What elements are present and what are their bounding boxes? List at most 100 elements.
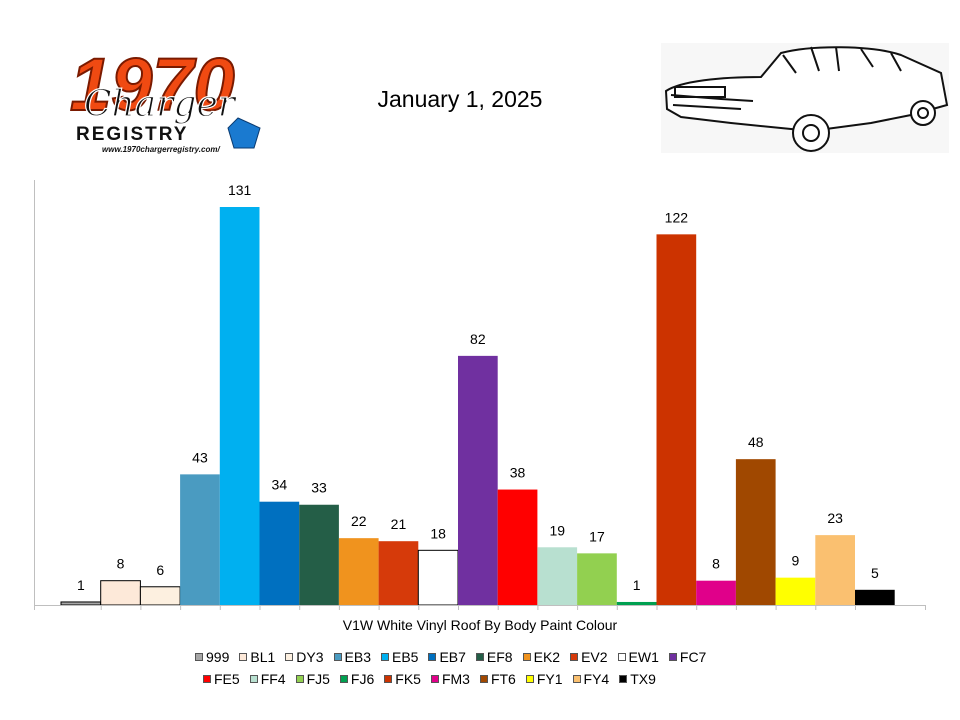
legend-item-DY3: DY3 [285, 649, 324, 665]
legend-item-FK5: FK5 [384, 671, 421, 687]
data-label-FF4: 19 [549, 522, 565, 538]
legend-row: 999 BL1 DY3 EB3 EB5 EB7 EF8 EK2 EV2 EW1 FC7 [195, 646, 775, 668]
legend-swatch [475, 653, 484, 661]
x-axis-title: V1W White Vinyl Roof By Body Paint Colou… [343, 617, 618, 633]
bar-FF4 [537, 547, 578, 605]
legend-swatch [428, 653, 437, 661]
legend-label: EB7 [439, 649, 466, 665]
legend-label: EW1 [628, 649, 659, 665]
legend-item-FM3: FM3 [430, 671, 470, 687]
legend-item-TX9: TX9 [619, 671, 656, 687]
legend-label: EB3 [344, 649, 371, 665]
bar-EB3 [180, 474, 220, 605]
bar-EK2 [338, 538, 379, 605]
legend-swatch [380, 653, 389, 661]
bar-TX9 [855, 589, 895, 605]
legend-label: BL1 [250, 649, 276, 665]
bar-FE5 [497, 489, 538, 605]
legend-label: 999 [206, 649, 230, 665]
legend-item-FY4: FY4 [572, 671, 610, 687]
legend-swatch [333, 653, 342, 661]
legend-item-EB3: EB3 [333, 649, 371, 665]
data-label-FM3: 8 [712, 556, 720, 572]
legend-swatch [239, 653, 248, 661]
legend-item-FE5: FE5 [203, 671, 240, 687]
legend-label: FE5 [214, 671, 240, 687]
data-label-EB5: 131 [228, 182, 252, 198]
pentastar-icon [227, 117, 261, 149]
data-label-EB7: 34 [272, 477, 288, 493]
bar-FJ6 [616, 601, 657, 605]
data-label-EK2: 22 [351, 513, 367, 529]
data-label-DY3: 6 [156, 562, 164, 578]
legend-label: FK5 [395, 671, 421, 687]
legend-label: FJ5 [306, 671, 330, 687]
legend-label: FY4 [583, 671, 610, 687]
car-sketch-icon [661, 43, 949, 153]
legend-swatch [430, 675, 439, 683]
logo-script: Charger [84, 84, 237, 125]
chart-legend: 999 BL1 DY3 EB3 EB5 EB7 EF8 EK2 EV2 EW1 FC7 FE5 FF4 F… [195, 646, 775, 690]
bar-EB7 [259, 501, 300, 605]
bar-FK5 [656, 234, 697, 605]
legend-label: TX9 [630, 671, 656, 687]
legend-label: EF8 [486, 649, 513, 665]
legend-item-FT6: FT6 [479, 671, 516, 687]
bar-FM3 [696, 580, 736, 605]
bar-FT6 [735, 459, 776, 605]
legend-item-EB5: EB5 [380, 649, 419, 665]
legend-label: FY1 [536, 671, 563, 687]
legend-item-FF4: FF4 [249, 671, 286, 687]
legend-label: FJ6 [350, 671, 375, 687]
data-label-999: 1 [77, 577, 85, 593]
legend-item-FC7: FC7 [668, 649, 707, 665]
legend-swatch [668, 653, 677, 661]
bar-FY4 [815, 535, 855, 605]
date-title: January 1, 2025 [377, 86, 543, 112]
legend-swatch [384, 675, 393, 683]
bar-EV2 [378, 541, 419, 605]
legend-label: FM3 [441, 671, 470, 687]
logo-year: 1970 [70, 48, 235, 126]
data-label-EV2: 21 [391, 516, 407, 532]
data-label-FC7: 82 [470, 331, 486, 347]
bar-BL1 [100, 580, 141, 606]
data-label-FT6: 48 [748, 434, 764, 450]
legend-swatch [249, 675, 258, 683]
legend-swatch [570, 653, 579, 661]
bar-EB5 [219, 207, 260, 605]
data-label-FK5: 122 [665, 209, 689, 225]
registry-logo: 1970 Charger REGISTRY www.1970chargerreg… [62, 42, 302, 158]
legend-item-FJ5: FJ5 [295, 671, 330, 687]
data-label-FE5: 38 [510, 465, 526, 481]
legend-item-EB7: EB7 [428, 649, 466, 665]
legend-label: DY3 [296, 649, 324, 665]
data-label-FY4: 23 [827, 510, 843, 526]
legend-swatch [617, 653, 626, 661]
legend-label: EB5 [391, 649, 419, 665]
legend-label: FT6 [490, 671, 516, 687]
data-label-EB3: 43 [192, 449, 208, 465]
legend-label: FC7 [679, 649, 707, 665]
data-label-FY1: 9 [792, 553, 800, 569]
legend-item-999: 999 [195, 649, 229, 665]
legend-item-EW1: EW1 [617, 649, 659, 665]
legend-item-BL1: BL1 [239, 649, 275, 665]
logo-word: REGISTRY [76, 124, 188, 145]
legend-swatch [203, 675, 211, 683]
legend-swatch [479, 675, 488, 683]
legend-swatch [195, 653, 203, 661]
legend-item-EK2: EK2 [522, 649, 561, 665]
legend-swatch [295, 675, 304, 683]
legend-swatch [525, 675, 534, 683]
bar-FC7 [458, 355, 498, 605]
legend-label: EK2 [533, 649, 561, 665]
data-label-FJ6: 1 [633, 577, 641, 593]
bar-DY3 [139, 586, 181, 606]
legend-row: FE5 FF4 FJ5 FJ6 FK5 FM3 FT6 FY1 FY4 TX9 [195, 668, 775, 690]
legend-swatch [285, 653, 294, 661]
bar-999 [60, 601, 102, 606]
bar-EW1 [417, 549, 459, 606]
data-label-FJ5: 17 [589, 528, 605, 544]
data-label-EF8: 33 [311, 480, 327, 496]
